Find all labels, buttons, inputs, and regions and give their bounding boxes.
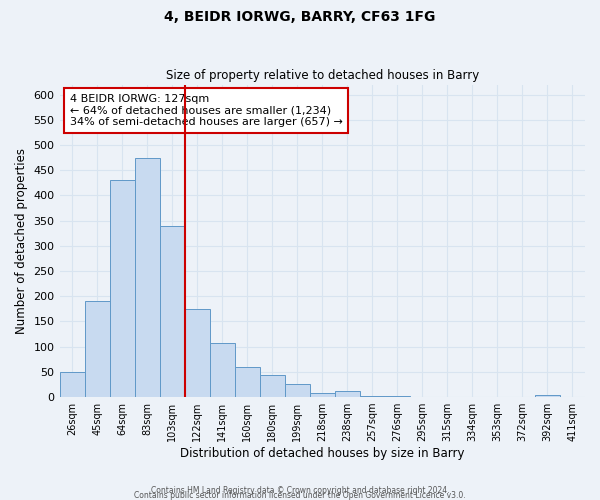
Text: 4 BEIDR IORWG: 127sqm
← 64% of detached houses are smaller (1,234)
34% of semi-d: 4 BEIDR IORWG: 127sqm ← 64% of detached … (70, 94, 343, 127)
Bar (85, 302, 110, 397)
Bar (185, 309, 209, 397)
Bar (560, 396, 585, 397)
Bar (535, 394, 560, 397)
Bar (435, 396, 460, 397)
Text: 4, BEIDR IORWG, BARRY, CF63 1FG: 4, BEIDR IORWG, BARRY, CF63 1FG (164, 10, 436, 24)
Text: Contains public sector information licensed under the Open Government Licence v3: Contains public sector information licen… (134, 490, 466, 500)
Y-axis label: Number of detached properties: Number of detached properties (15, 148, 28, 334)
Bar (59, 372, 85, 397)
Bar (235, 367, 260, 397)
Bar (209, 343, 235, 397)
Text: Contains HM Land Registry data © Crown copyright and database right 2024.: Contains HM Land Registry data © Crown c… (151, 486, 449, 495)
Bar (410, 396, 435, 397)
Bar (285, 384, 310, 397)
Bar (335, 391, 360, 397)
X-axis label: Distribution of detached houses by size in Barry: Distribution of detached houses by size … (180, 447, 464, 460)
Bar (310, 393, 335, 397)
Bar (134, 158, 160, 397)
Title: Size of property relative to detached houses in Barry: Size of property relative to detached ho… (166, 69, 479, 82)
Bar (485, 396, 510, 397)
Bar (160, 226, 185, 397)
Bar (510, 396, 535, 397)
Bar (460, 396, 485, 397)
Bar (360, 396, 385, 397)
Bar (385, 396, 410, 397)
Bar (260, 375, 285, 397)
Bar (110, 180, 134, 397)
